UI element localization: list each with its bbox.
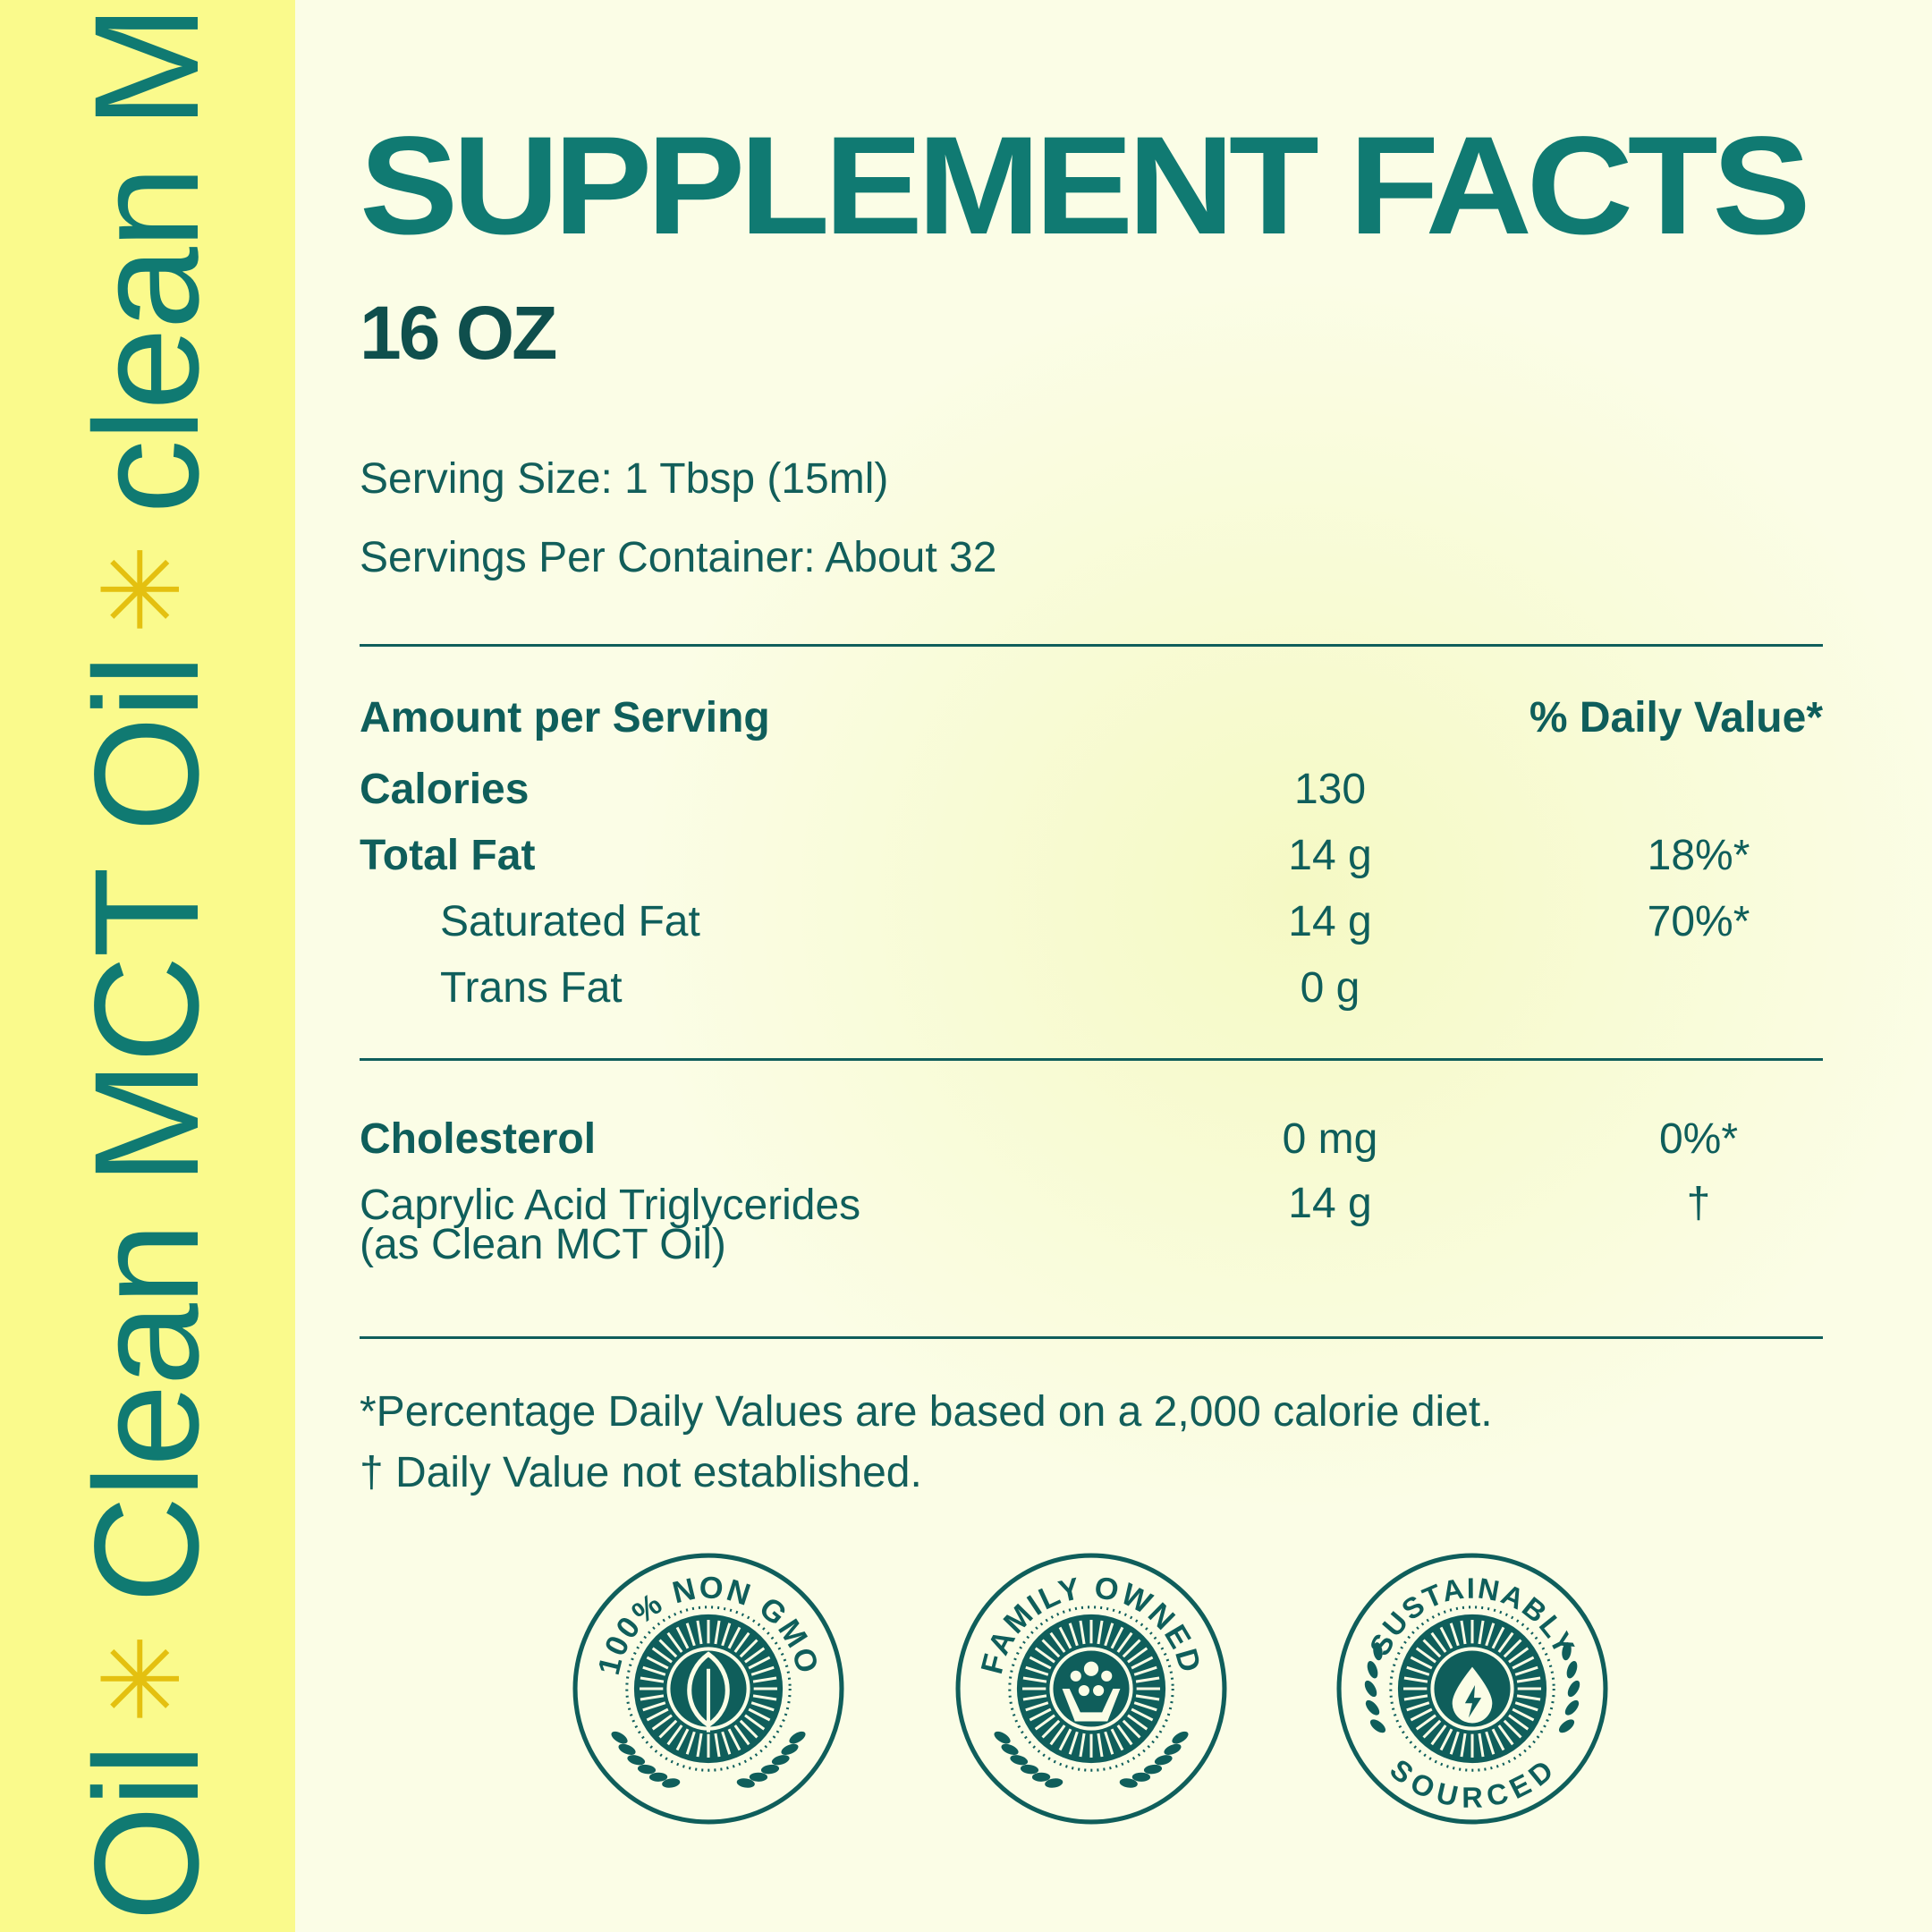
nutrient-amount: 0 g — [1300, 964, 1360, 1012]
background-glow — [626, 268, 1932, 1521]
nutrient-dv: 70%* — [1647, 898, 1750, 945]
divider — [360, 1058, 1823, 1061]
divider — [360, 644, 1823, 647]
side-brand-band: Oil ✳ Clean MCT Oil ✳ clean MCT — [0, 0, 295, 1932]
serving-size: Serving Size: 1 Tbsp (15ml) — [360, 455, 889, 503]
sunburst-icon: ✳ — [81, 546, 202, 635]
nutrient-amount: 14 g — [1288, 898, 1372, 945]
side-text-clean-mct: clean MCT — [64, 0, 230, 514]
nutrient-label: Saturated Fat — [440, 898, 700, 945]
footnotes: *Percentage Daily Values are based on a … — [360, 1382, 1823, 1504]
footnote-dagger: † Daily Value not established. — [360, 1449, 922, 1496]
table-row: Calories 130 — [360, 758, 1823, 824]
nutrient-amount: 130 — [1293, 766, 1367, 813]
daily-value-header: % Daily Value* — [1529, 694, 1823, 741]
nutrient-amount: 14 g — [1288, 832, 1372, 879]
nutrient-label: Trans Fat — [440, 964, 623, 1012]
side-text-oil: Oil — [64, 1745, 230, 1921]
servings-per-container: Servings Per Container: About 32 — [360, 534, 997, 581]
nutrient-label: Caprylic Acid Triglycerides (as Clean MC… — [360, 1184, 860, 1268]
nutrient-label: Calories — [360, 766, 530, 813]
page-title: SUPPLEMENT FACTS — [360, 108, 1811, 264]
nutrient-dv: 18%* — [1647, 832, 1750, 879]
nutrient-amount: 14 g — [1288, 1180, 1372, 1227]
table-header: Amount per Serving % Daily Value* — [360, 686, 1823, 758]
nutrient-dv: 0%* — [1658, 1115, 1739, 1163]
amount-per-serving-header: Amount per Serving — [360, 694, 770, 741]
family-owned-badge: FAMILY OWNED — [955, 1553, 1227, 1825]
family-hands-icon — [1062, 1661, 1121, 1722]
sustainably-sourced-badge: SUSTAINABLY SOURCED — [1336, 1553, 1608, 1825]
side-text-clean-mct-oil: Clean MCT Oil — [64, 656, 230, 1604]
table-row: Total Fat 14 g 18%* — [360, 824, 1823, 890]
nutrient-label-line1: Caprylic Acid Triglycerides — [360, 1182, 861, 1229]
drop-bolt-icon — [1452, 1666, 1493, 1724]
table-row: Saturated Fat 14 g 70%* — [360, 890, 1823, 956]
nutrient-label: Total Fat — [360, 832, 536, 879]
table-row: Cholesterol 0 mg 0%* — [360, 1107, 1823, 1172]
footnote-percent: *Percentage Daily Values are based on a … — [360, 1388, 1493, 1436]
side-brand-text: Oil ✳ Clean MCT Oil ✳ clean MCT — [0, 0, 295, 1932]
net-content: 16 OZ — [360, 291, 557, 375]
table-row: Trans Fat 0 g — [360, 956, 1823, 1022]
nutrient-label: Cholesterol — [360, 1115, 597, 1163]
sunburst-icon: ✳ — [81, 1635, 202, 1724]
leaf-icon — [687, 1651, 730, 1733]
divider — [360, 1336, 1823, 1339]
table-row: Caprylic Acid Triglycerides (as Clean MC… — [360, 1172, 1823, 1297]
non-gmo-badge: 100% NON GMO — [572, 1553, 844, 1825]
nutrient-dv: † — [1686, 1180, 1711, 1227]
supplement-facts-panel: SUPPLEMENT FACTS 16 OZ Serving Size: 1 T… — [360, 116, 1823, 1504]
nutrient-label-line2: (as Clean MCT Oil) — [360, 1221, 726, 1268]
nutrient-amount: 0 mg — [1282, 1115, 1378, 1163]
